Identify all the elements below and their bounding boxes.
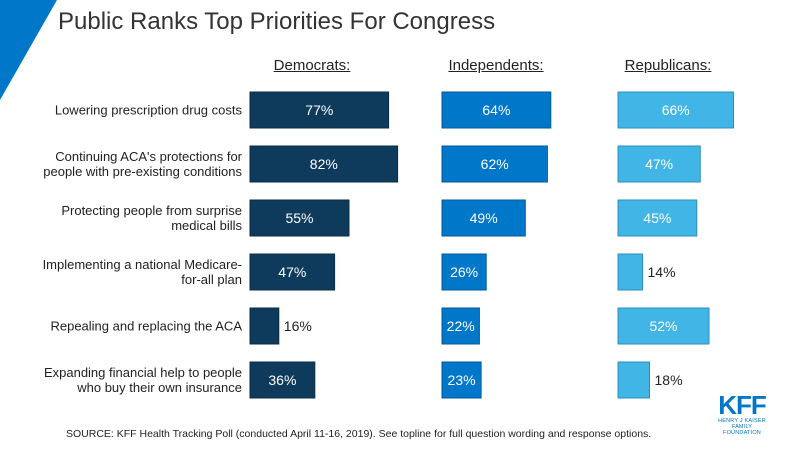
- data-label: 36%: [268, 372, 296, 388]
- bar-independents: [441, 199, 526, 237]
- data-label: 23%: [448, 372, 476, 388]
- logo-subtitle: HENRY J KAISER FAMILY FOUNDATION: [714, 418, 770, 436]
- category-label: Protecting people from surprise medical b…: [20, 203, 242, 233]
- category-label-line: Protecting people from surprise: [61, 203, 242, 218]
- category-label-line: Expanding financial help to people: [43, 365, 242, 380]
- category-label-line: for-all plan: [181, 272, 242, 287]
- category-label: Implementing a national Medicare-for-all…: [20, 257, 242, 287]
- bar-independents: [441, 253, 487, 291]
- category-label-line: who buy their own insurance: [77, 380, 242, 395]
- data-label: 62%: [481, 156, 509, 172]
- bar-republicans: [617, 145, 701, 183]
- category-label-line: Continuing ACA's protections for: [55, 149, 242, 164]
- data-label: 49%: [470, 210, 498, 226]
- data-label: 55%: [285, 210, 313, 226]
- bar-democrats: [249, 145, 399, 183]
- series-header-independents: Independents:: [448, 57, 544, 74]
- data-label: 64%: [482, 102, 510, 118]
- series-header-republicans: Republicans:: [624, 57, 712, 74]
- bar-republicans: [617, 91, 734, 129]
- category-label: Continuing ACA's protections for people w…: [20, 149, 242, 179]
- chart-title: Public Ranks Top Priorities For Congress: [58, 8, 496, 35]
- data-label: 47%: [278, 264, 306, 280]
- data-label: 77%: [305, 102, 333, 118]
- bar-democrats: [249, 361, 316, 399]
- category-label-line: Repealing and replacing the ACA: [50, 318, 242, 334]
- logo-subtitle-line: HENRY J KAISER: [718, 418, 766, 424]
- category-label-line: Implementing a national Medicare-: [42, 257, 242, 272]
- category-label-line: medical bills: [171, 218, 242, 233]
- data-label: 14%: [648, 264, 676, 280]
- data-label: 82%: [310, 156, 338, 172]
- bar-democrats: [249, 199, 350, 237]
- logo-subtitle-line: FAMILY FOUNDATION: [723, 424, 761, 436]
- bar-republicans: [617, 199, 698, 237]
- kff-logo: KFF HENRY J KAISER FAMILY FOUNDATION: [714, 392, 770, 436]
- category-label-line: people with pre-existing conditions: [43, 164, 242, 179]
- data-label: 66%: [662, 102, 690, 118]
- bar-republicans: [617, 307, 710, 345]
- category-label: Expanding financial help to people who bu…: [20, 365, 242, 395]
- data-label: 52%: [649, 318, 677, 334]
- data-label: 16%: [284, 318, 312, 334]
- category-label: Repealing and replacing the ACA: [20, 319, 242, 334]
- bar-democrats: [249, 253, 336, 291]
- bar-independents: [441, 361, 482, 399]
- data-label: 18%: [655, 372, 683, 388]
- category-label-line: Lowering prescription drug costs: [54, 102, 242, 118]
- bar-independents: [441, 91, 552, 129]
- data-label: 26%: [450, 264, 478, 280]
- bar-democrats: [249, 307, 280, 345]
- bar-independents: [441, 145, 548, 183]
- bar-republicans: [617, 253, 643, 291]
- data-label: 47%: [645, 156, 673, 172]
- category-label: Lowering prescription drug costs: [20, 103, 242, 118]
- series-header-democrats: Democrats:: [273, 57, 351, 74]
- bar-independents: [441, 307, 480, 345]
- source-note: SOURCE: KFF Health Tracking Poll (conduc…: [66, 428, 652, 440]
- data-label: 45%: [643, 210, 671, 226]
- data-label: 22%: [447, 318, 475, 334]
- logo-mark: KFF: [718, 390, 767, 420]
- bar-democrats: [249, 91, 390, 129]
- bar-republicans: [617, 361, 650, 399]
